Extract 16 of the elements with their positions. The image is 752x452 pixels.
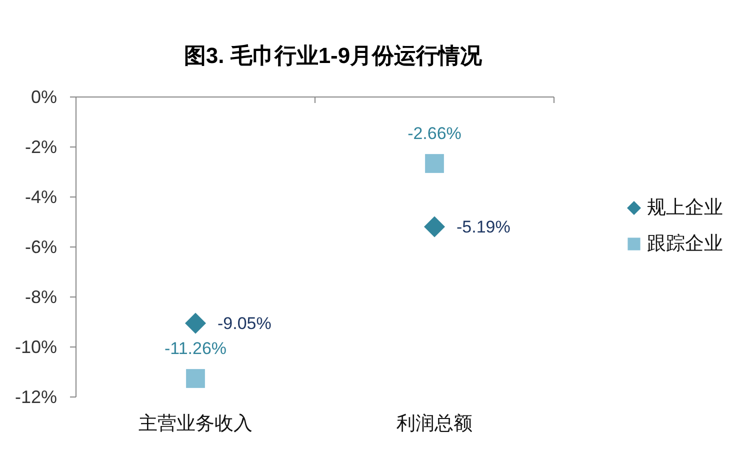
x-tick-label: 主营业务收入 [138,414,252,434]
y-tick-label: 0% [30,87,57,107]
y-tick-label: -12% [14,387,57,407]
y-tick-label: -10% [14,337,57,357]
data-label: -11.26% [164,339,227,358]
y-tick-label: -2% [24,137,57,157]
y-tick-label: -6% [24,237,57,257]
title: 图3. 毛巾行业1-9月份运行情况 [184,43,482,68]
legend-label: 跟踪企业 [647,234,723,254]
data-label: -9.05% [218,314,272,333]
y-tick-label: -4% [24,187,57,207]
data-label: -5.19% [456,217,510,236]
x-tick-label: 利润总额 [396,414,472,434]
data-label: -2.66% [408,124,462,143]
legend-label: 规上企业 [647,198,723,218]
y-tick-label: -8% [24,287,57,307]
